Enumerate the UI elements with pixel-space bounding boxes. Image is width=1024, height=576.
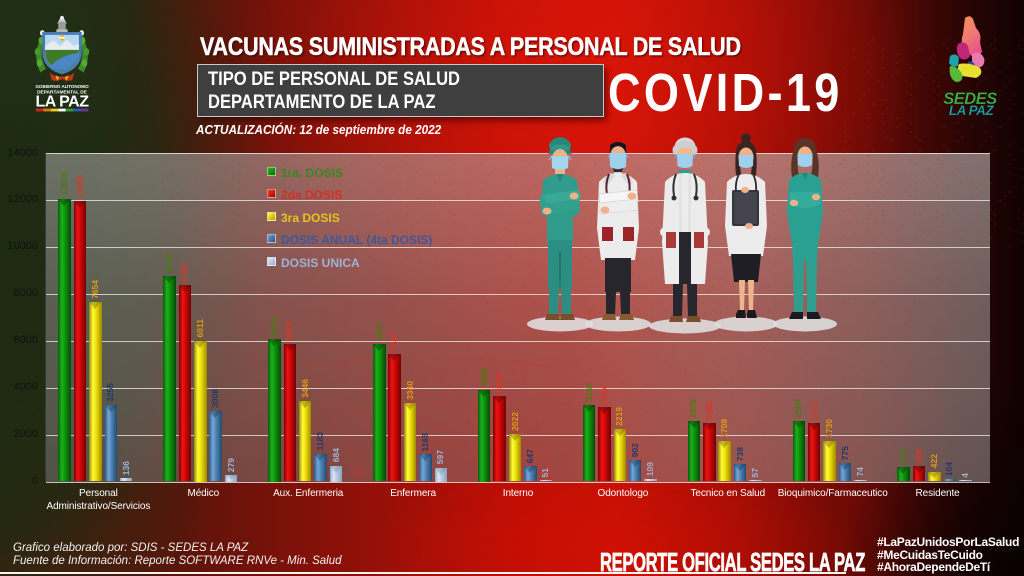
svg-text:GOBIERNO AUTONOMO: GOBIERNO AUTONOMO [35, 84, 89, 89]
svg-text:LA PAZ: LA PAZ [949, 103, 994, 116]
svg-text:LA PAZ: LA PAZ [35, 93, 89, 110]
svg-text:DEPARTAMENTAL DE: DEPARTAMENTAL DE [37, 90, 87, 96]
svg-text:SEDES: SEDES [943, 90, 997, 108]
